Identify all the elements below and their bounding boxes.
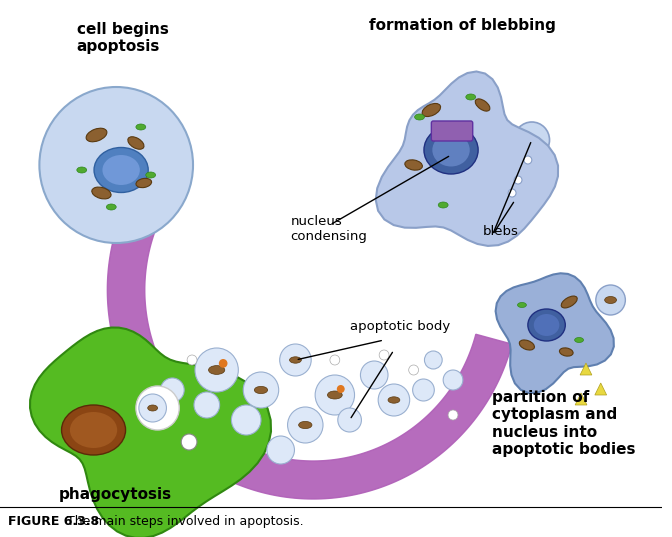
Circle shape [514,176,522,184]
Circle shape [243,372,279,408]
Text: partition of
cytoplasm and
nucleus into
apoptotic bodies: partition of cytoplasm and nucleus into … [493,390,636,457]
Circle shape [484,213,507,237]
Ellipse shape [94,148,149,192]
Circle shape [194,392,220,418]
Circle shape [596,285,626,315]
Ellipse shape [62,405,126,455]
Ellipse shape [534,314,559,336]
Ellipse shape [475,99,490,111]
Circle shape [360,361,388,389]
Ellipse shape [415,114,425,120]
Ellipse shape [405,160,423,170]
Circle shape [181,434,197,450]
Circle shape [413,379,434,401]
Circle shape [315,375,355,415]
Text: blebs: blebs [482,225,518,238]
Polygon shape [575,393,587,405]
Ellipse shape [528,309,565,341]
Ellipse shape [422,104,441,117]
Circle shape [448,410,458,420]
Text: The main steps involved in apoptosis.: The main steps involved in apoptosis. [67,515,304,528]
Ellipse shape [424,126,478,174]
Ellipse shape [106,204,116,210]
Circle shape [409,365,419,375]
Circle shape [136,386,179,430]
Circle shape [508,189,516,197]
Polygon shape [376,71,558,246]
Circle shape [330,355,340,365]
Ellipse shape [561,296,577,308]
Ellipse shape [92,187,111,199]
Ellipse shape [148,405,157,411]
FancyBboxPatch shape [431,121,472,141]
Circle shape [161,378,184,402]
Ellipse shape [432,134,470,166]
Ellipse shape [254,387,267,394]
Text: nucleus
condensing: nucleus condensing [290,215,368,243]
Ellipse shape [136,124,146,130]
Circle shape [501,186,529,214]
Circle shape [267,436,294,464]
Ellipse shape [146,172,156,178]
Ellipse shape [605,296,616,303]
Circle shape [139,394,167,422]
Ellipse shape [208,366,225,374]
Circle shape [40,87,193,243]
Ellipse shape [77,167,87,173]
Polygon shape [595,383,607,395]
Polygon shape [108,202,512,499]
Ellipse shape [388,397,400,403]
Ellipse shape [86,128,107,142]
Circle shape [338,408,362,432]
Circle shape [288,407,323,443]
Polygon shape [30,328,271,537]
Circle shape [187,355,197,365]
Circle shape [425,351,442,369]
Text: formation of blebbing: formation of blebbing [370,18,556,33]
Ellipse shape [327,391,342,399]
Ellipse shape [70,412,117,448]
Ellipse shape [466,94,476,100]
Circle shape [231,405,261,435]
Circle shape [514,122,550,158]
Circle shape [337,385,345,393]
Text: cell begins
apoptosis: cell begins apoptosis [77,22,169,54]
Ellipse shape [136,178,152,187]
Circle shape [524,156,532,164]
Circle shape [443,370,463,390]
Ellipse shape [438,202,448,208]
Ellipse shape [517,302,526,308]
Text: phagocytosis: phagocytosis [59,487,172,502]
Polygon shape [495,273,614,393]
Circle shape [219,359,228,368]
Ellipse shape [298,422,312,429]
Text: apoptotic body: apoptotic body [349,320,450,333]
Circle shape [195,348,239,392]
Ellipse shape [575,337,583,343]
Circle shape [379,350,389,360]
Ellipse shape [102,155,140,185]
Circle shape [280,344,311,376]
Ellipse shape [560,348,573,356]
Ellipse shape [128,137,144,149]
Text: FIGURE 6.3.8: FIGURE 6.3.8 [8,515,99,528]
Polygon shape [580,363,592,375]
Ellipse shape [290,357,301,363]
Ellipse shape [519,340,534,350]
Circle shape [378,384,410,416]
